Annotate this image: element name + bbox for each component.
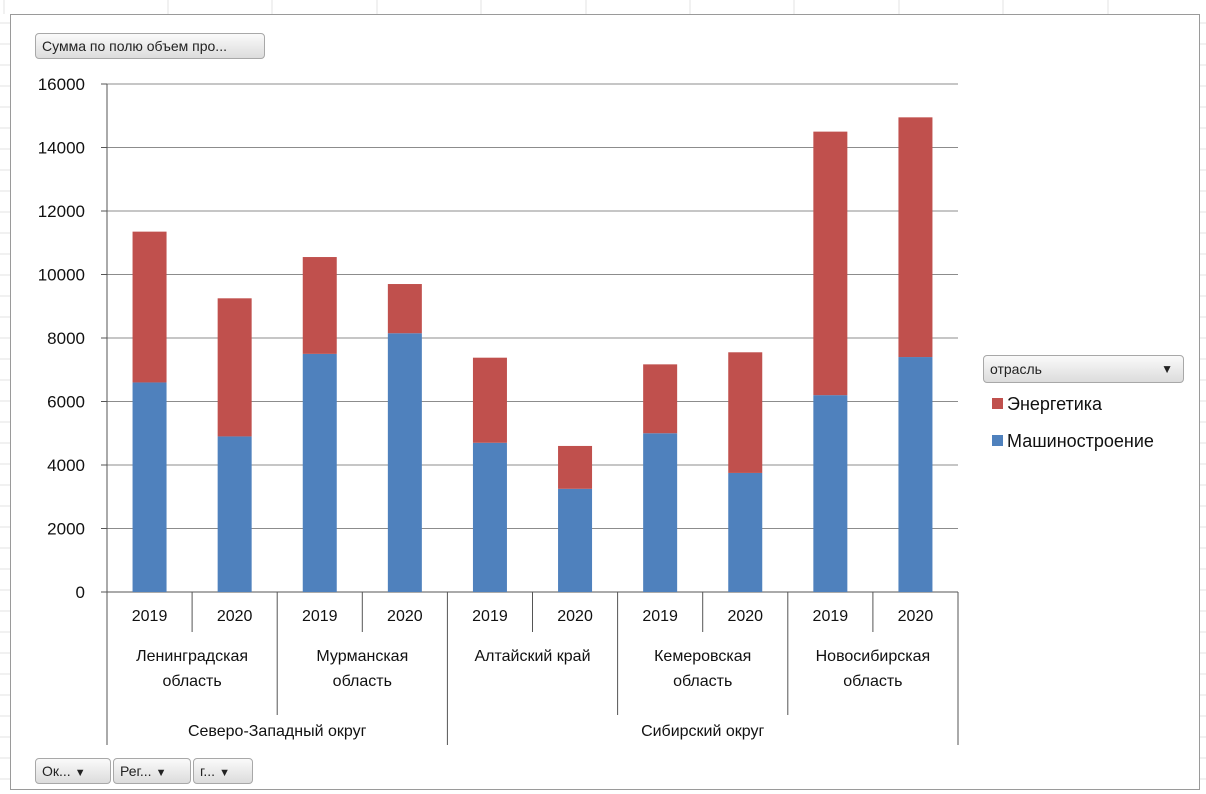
value-field-label: Сумма по полю объем про...	[42, 38, 227, 54]
chevron-down-icon: ▼	[219, 767, 230, 779]
bar-segment	[217, 436, 252, 592]
bar-segment	[558, 445, 593, 489]
bar-segment	[813, 131, 848, 396]
year-label: 2020	[727, 608, 763, 625]
chevron-down-icon: ▼	[74, 767, 86, 779]
axis-field-button-region[interactable]: Рег... ▼	[113, 758, 191, 784]
bar-segment	[387, 284, 422, 334]
year-label: 2019	[132, 608, 168, 625]
axis-field-button-year[interactable]: г... ▼	[193, 758, 253, 784]
legend-item-machinery: Машиностроение	[992, 431, 1154, 452]
y-tick-label: 14000	[38, 139, 85, 158]
region-label: область	[673, 673, 732, 690]
bar-segment	[558, 488, 593, 592]
bar-segment	[132, 382, 167, 592]
legend-filter-dropdown[interactable]: отрасль ▼	[983, 355, 1184, 383]
legend-filter-label: отрасль	[990, 361, 1042, 377]
region-label: область	[162, 673, 221, 690]
region-label: Алтайский край	[474, 648, 590, 665]
bar-segment	[813, 395, 848, 592]
axis-field-button-district[interactable]: Ок... ▼	[35, 758, 111, 784]
region-label: Кемеровская	[654, 648, 751, 665]
y-tick-label: 0	[76, 583, 85, 602]
region-label: Мурманская	[316, 648, 408, 665]
chevron-down-icon: ▼	[1161, 362, 1173, 376]
bar-segment	[217, 298, 252, 437]
year-label: 2020	[898, 608, 934, 625]
bar-segment	[387, 333, 422, 592]
region-label: область	[843, 673, 902, 690]
year-label: 2020	[557, 608, 593, 625]
bar-segment	[472, 357, 507, 443]
axis-field-label-region: Рег...	[120, 763, 152, 779]
region-label: Ленинградская	[136, 648, 248, 665]
region-label: Новосибирская	[816, 648, 931, 665]
y-tick-label: 2000	[47, 520, 85, 539]
legend-label-machinery: Машиностроение	[1007, 431, 1154, 451]
axis-field-label-district: Ок...	[42, 763, 71, 779]
value-field-button[interactable]: Сумма по полю объем про...	[35, 33, 265, 59]
year-label: 2020	[217, 608, 253, 625]
axis-field-label-year: г...	[200, 763, 216, 779]
year-label: 2020	[387, 608, 423, 625]
bar-segment	[728, 472, 763, 592]
bar-segment	[898, 357, 933, 592]
legend-item-energy: Энергетика	[992, 394, 1102, 415]
bar-segment	[132, 231, 167, 383]
legend-swatch-machinery	[992, 435, 1003, 446]
year-label: 2019	[302, 608, 338, 625]
legend-swatch-energy	[992, 398, 1003, 409]
chevron-down-icon: ▼	[155, 767, 167, 779]
bar-segment	[302, 353, 337, 592]
year-label: 2019	[813, 608, 849, 625]
y-tick-label: 10000	[38, 266, 85, 285]
y-tick-label: 4000	[47, 456, 85, 475]
bar-segment	[898, 117, 933, 358]
year-label: 2019	[472, 608, 508, 625]
district-label: Северо-Западный округ	[188, 723, 367, 740]
bar-segment	[302, 257, 337, 354]
legend-label-energy: Энергетика	[1007, 394, 1103, 414]
year-label: 2019	[642, 608, 678, 625]
bar-segment	[472, 442, 507, 592]
bar-segment	[643, 433, 678, 592]
bar-segment	[728, 352, 763, 473]
region-label: область	[333, 673, 392, 690]
y-tick-label: 12000	[38, 202, 85, 221]
y-tick-label: 8000	[47, 329, 85, 348]
district-label: Сибирский округ	[641, 723, 764, 740]
y-tick-label: 16000	[38, 75, 85, 94]
bar-segment	[643, 364, 678, 434]
y-tick-label: 6000	[47, 393, 85, 412]
